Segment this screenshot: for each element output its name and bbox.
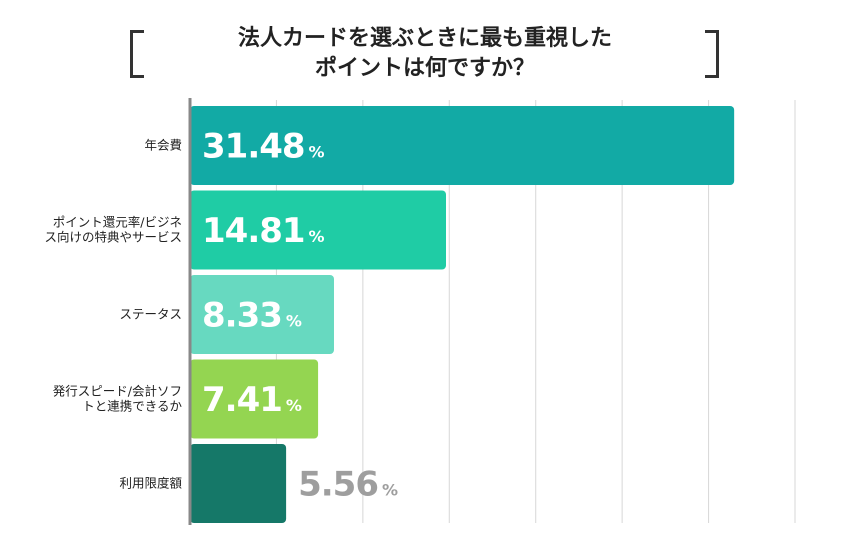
bar xyxy=(190,190,447,270)
left-bracket xyxy=(130,30,144,78)
value-label: 7.41% xyxy=(202,380,302,420)
category-labels: 年会費ポイント還元率/ビジネス向けの特典やサービスステータス発行スピード/会計ソ… xyxy=(44,138,182,491)
value-label: 8.33% xyxy=(202,296,302,336)
bar xyxy=(190,275,334,354)
bar xyxy=(190,444,287,523)
category-label: ステータス xyxy=(119,307,182,322)
value-label: 5.56% xyxy=(298,465,398,505)
category-label: 発行スピード/会計ソフトと連携できるか xyxy=(53,384,183,414)
category-label: 利用限度額 xyxy=(119,476,182,491)
bar xyxy=(190,359,319,439)
category-label: ポイント還元率/ビジネス向けの特典やサービス xyxy=(44,215,182,245)
bar xyxy=(190,106,735,185)
value-labels: 31.48 % 14.81 % 8.33 % 7.41 % 5.56% xyxy=(202,127,398,505)
right-bracket xyxy=(705,30,719,78)
title-area: 法人カードを選ぶときに最も重視した ポイントは何ですか？ xyxy=(0,0,850,100)
bars xyxy=(190,106,735,523)
chart-title: 法人カードを選ぶときに最も重視した ポイントは何ですか？ xyxy=(237,26,612,81)
value-label: 31.48% xyxy=(202,127,325,167)
category-label: 年会費 xyxy=(144,138,182,153)
value-label: 14.81% xyxy=(202,211,325,251)
